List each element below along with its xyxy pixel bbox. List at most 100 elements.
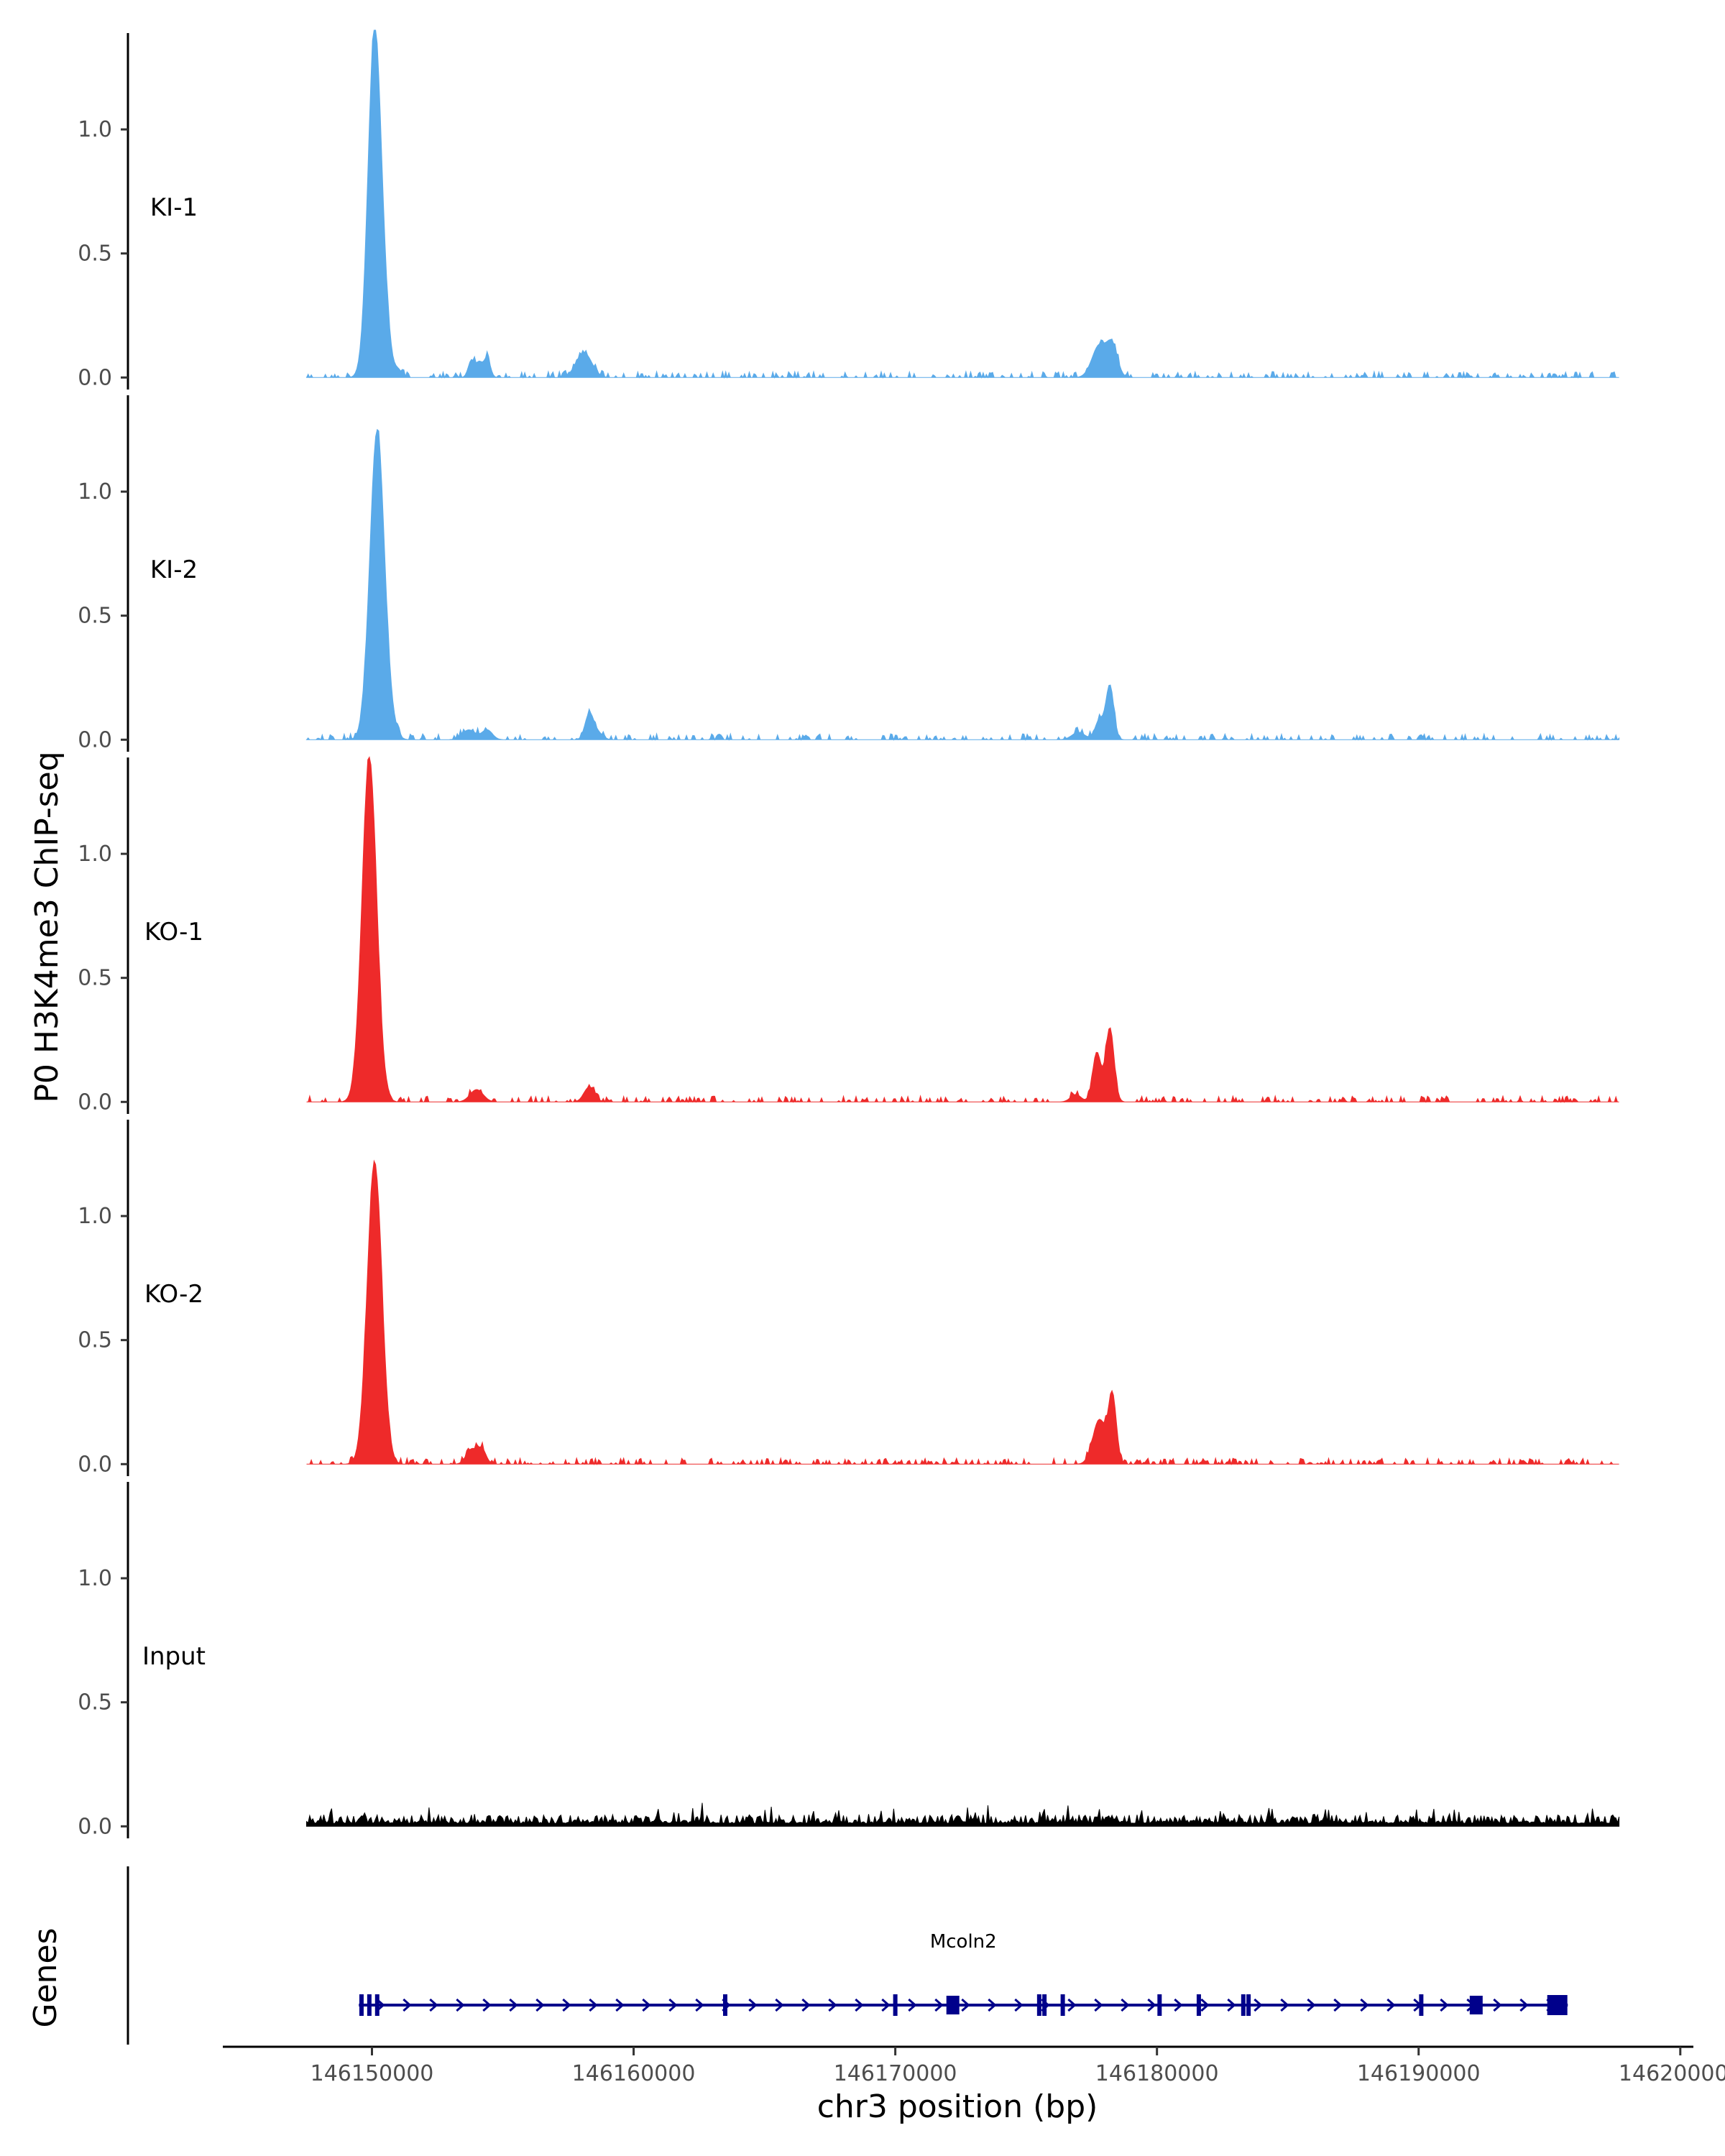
gene-models: Mcoln2 — [359, 1931, 1568, 2016]
x-tick-label: 146170000 — [834, 2061, 957, 2086]
strand-arrow — [908, 1998, 917, 2012]
track-label: Input — [142, 1642, 206, 1671]
strand-arrow — [1333, 1998, 1343, 2012]
strand-arrow — [1094, 1998, 1103, 2012]
strand-arrow — [1386, 1998, 1396, 2012]
exon — [1469, 1996, 1483, 2014]
exon — [1196, 1994, 1201, 2016]
x-tick-label: 146160000 — [572, 2061, 696, 2086]
signal-tracks: 0.00.51.0KI-10.00.51.0KI-20.00.51.0KO-10… — [78, 29, 1620, 1839]
strand-arrow — [1067, 1998, 1077, 2012]
exon — [1419, 1994, 1424, 2016]
y-tick-label: 0.5 — [78, 604, 112, 629]
track-input: 0.0 0.5 1.0 Input — [78, 1482, 1620, 1839]
track-ko-1: 0.0 0.5 1.0 KO-1 — [78, 756, 1619, 1115]
exon — [367, 1994, 372, 2016]
strand-arrow — [1200, 1998, 1210, 2012]
track-ki-2: 0.0 0.5 1.0 KI-2 — [78, 395, 1620, 752]
signal-area — [305, 428, 1620, 742]
strand-arrow — [1227, 1998, 1236, 2012]
x-tick-label: 146190000 — [1357, 2061, 1481, 2086]
strand-arrow — [881, 1998, 891, 2012]
exon — [722, 1994, 727, 2016]
exon — [1547, 1995, 1568, 2015]
strand-arrow — [934, 1998, 944, 2012]
y-tick-label: 0.0 — [78, 727, 112, 752]
exon — [946, 1996, 960, 2014]
strand-arrow — [482, 1998, 492, 2012]
track-ko-2: 0.0 0.5 1.0 KO-2 — [78, 1120, 1619, 1477]
strand-arrow — [642, 1998, 651, 2012]
strand-arrow — [402, 1998, 412, 2012]
track-label: KO-1 — [144, 918, 203, 946]
y-tick-label: 0.5 — [78, 1690, 112, 1715]
x-tick-label: 146200000 — [1619, 2061, 1725, 2086]
exon — [1157, 1994, 1162, 2016]
strand-arrow — [1307, 1998, 1316, 2012]
exon — [893, 1994, 898, 2016]
strand-arrow — [1360, 1998, 1369, 2012]
gene-track: Genes Mcoln2 — [27, 1866, 1568, 2045]
signal-area — [305, 29, 1619, 379]
strand-arrow — [456, 1998, 465, 2012]
y-axis-title: P0 H3K4me3 ChIP-seq — [29, 751, 65, 1102]
y-tick-label: 0.0 — [78, 1089, 112, 1115]
gene-name-label: Mcoln2 — [930, 1931, 997, 1953]
y-tick-label: 0.5 — [78, 966, 112, 991]
y-tick-label: 1.0 — [78, 479, 112, 505]
x-ticks: 146150000 146160000 146170000 146180000 1461… — [310, 2047, 1725, 2086]
strand-arrow — [961, 1998, 970, 2012]
y-tick-label: 0.0 — [78, 365, 112, 390]
signal-area — [306, 756, 1619, 1104]
strand-arrow — [1280, 1998, 1289, 2012]
strand-arrow — [828, 1998, 837, 2012]
exon — [1241, 1994, 1246, 2016]
y-tick-label: 1.0 — [78, 1566, 112, 1591]
strand-arrow — [695, 1998, 704, 2012]
x-axis-title: chr3 position (bp) — [817, 2088, 1098, 2125]
strand-arrow — [748, 1998, 758, 2012]
strand-arrow — [1174, 1998, 1183, 2012]
strand-arrow — [429, 1998, 438, 2012]
track-label: KI-1 — [150, 193, 198, 222]
strand-arrow — [775, 1998, 784, 2012]
x-tick-label: 146150000 — [310, 2061, 434, 2086]
y-tick-label: 1.0 — [78, 117, 112, 142]
track-ki-1: 0.0 0.5 1.0 KI-1 — [78, 29, 1619, 390]
strand-arrow — [988, 1998, 997, 2012]
strand-arrow — [1014, 1998, 1024, 2012]
exon — [359, 1994, 364, 2016]
exon — [1036, 1994, 1041, 2016]
y-tick-label: 0.5 — [78, 1328, 112, 1353]
strand-arrow — [615, 1998, 625, 2012]
strand-arrow — [855, 1998, 864, 2012]
exon — [1246, 1994, 1251, 2016]
x-tick-label: 146180000 — [1095, 2061, 1219, 2086]
y-tick-label: 1.0 — [78, 842, 112, 867]
strand-arrow — [1121, 1998, 1130, 2012]
strand-arrow — [509, 1998, 518, 2012]
track-label: KI-2 — [150, 556, 198, 584]
exon — [1042, 1994, 1047, 2016]
genes-track-label: Genes — [27, 1927, 64, 2027]
x-axis: 146150000 146160000 146170000 146180000 1461… — [223, 2045, 1725, 2125]
strand-arrow — [1440, 1998, 1449, 2012]
signal-area — [306, 1802, 1620, 1827]
strand-arrow — [535, 1998, 545, 2012]
exon — [1060, 1994, 1065, 2016]
strand-arrow — [1519, 1998, 1529, 2012]
strand-arrow — [1254, 1998, 1263, 2012]
strand-arrow — [562, 1998, 571, 2012]
signal-area — [306, 1159, 1619, 1466]
strand-arrow — [668, 1998, 678, 2012]
strand-arrow — [1147, 1998, 1156, 2012]
y-tick-label: 1.0 — [78, 1204, 112, 1229]
strand-arrow — [801, 1998, 811, 2012]
strand-arrow — [589, 1998, 598, 2012]
y-tick-label: 0.0 — [78, 1452, 112, 1477]
gene-model: Mcoln2 — [359, 1931, 1568, 2016]
strand-arrow — [1493, 1998, 1502, 2012]
y-tick-label: 0.0 — [78, 1814, 112, 1839]
y-tick-label: 0.5 — [78, 241, 112, 267]
